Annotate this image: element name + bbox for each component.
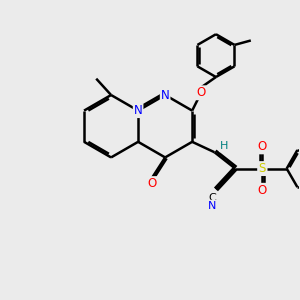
Text: N: N <box>161 88 170 101</box>
Text: O: O <box>147 177 156 190</box>
Text: O: O <box>257 140 267 153</box>
Text: C: C <box>208 193 216 203</box>
Text: O: O <box>196 86 206 99</box>
Text: N: N <box>134 104 142 117</box>
Text: H: H <box>220 141 228 151</box>
Text: N: N <box>208 201 217 211</box>
Text: S: S <box>258 162 266 175</box>
Text: O: O <box>257 184 267 197</box>
